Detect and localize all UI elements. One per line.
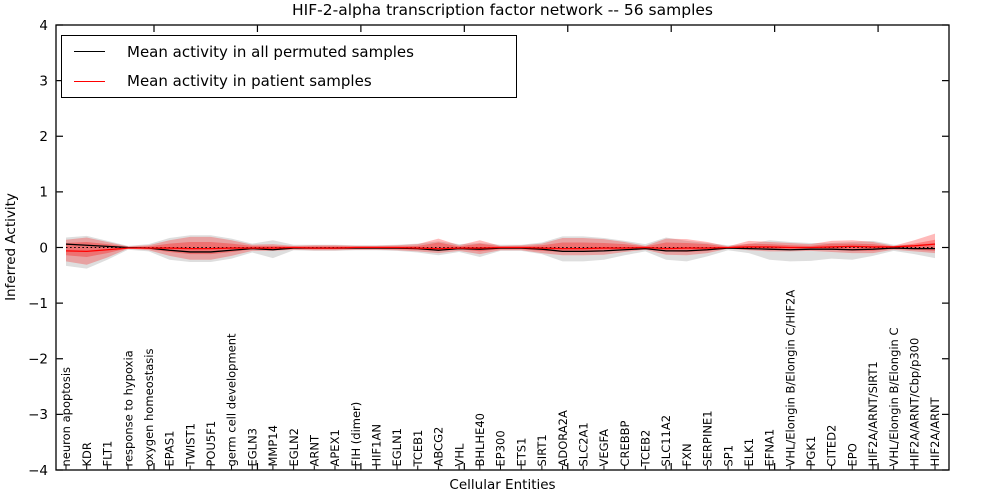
x-tick-label: EFNA1 (763, 429, 777, 467)
chart-title: HIF-2-alpha transcription factor network… (292, 1, 713, 19)
y-tick-label: 3 (39, 73, 48, 89)
x-tick-label: SP1 (721, 445, 735, 467)
patient-line-swatch (74, 80, 105, 82)
patient-mean-line (65, 243, 936, 253)
x-tick-label: POU5F1 (204, 421, 218, 467)
legend-item-permuted: Mean activity in all permuted samples (62, 38, 516, 65)
x-tick-label: HIF1AN (370, 424, 384, 466)
x-tick-label: germ cell development (225, 333, 239, 467)
y-tick-label: 2 (39, 129, 48, 145)
x-tick-label: FLT1 (101, 441, 115, 467)
x-tick-label: EPO (845, 443, 859, 466)
x-tick-label: APEX1 (328, 429, 342, 466)
x-tick-label: EGLN1 (390, 428, 404, 467)
x-tick-label: HIF2A/ARNT/Cbp/p300 (908, 338, 922, 467)
y-tick-label: −3 (28, 407, 48, 423)
y-axis-label: Inferred Activity (3, 193, 19, 301)
x-tick-label: EPAS1 (163, 431, 177, 467)
y-tick-label: 1 (39, 185, 48, 201)
x-tick-label: response to hypoxia (121, 350, 135, 466)
y-tick-label: 4 (39, 18, 48, 34)
x-tick-label: SLC11A2 (659, 415, 673, 467)
axes-border (55, 24, 950, 471)
x-tick-label: MMP14 (266, 425, 280, 466)
x-tick-label: CREBBP (618, 420, 632, 466)
legend-label-permuted: Mean activity in all permuted samples (127, 42, 414, 61)
x-tick-label: CITED2 (825, 425, 839, 467)
x-tick-label: EGLN3 (245, 428, 259, 467)
x-tick-label: FIH (dimer) (349, 402, 363, 467)
patient-sample-range-band (66, 233, 935, 265)
x-tick-label: BHLHE40 (473, 413, 487, 467)
x-tick-label: EP300 (494, 430, 508, 466)
x-tick-label: EGLN2 (287, 428, 301, 467)
x-tick-label: ARNT (307, 434, 321, 466)
x-tick-label: ABCG2 (432, 427, 446, 467)
x-tick-label: KDR (80, 442, 94, 466)
x-tick-label: oxygen homeostasis (142, 349, 156, 467)
x-tick-label: VHL (452, 443, 466, 467)
legend-item-patient: Mean activity in patient samples (62, 68, 516, 95)
y-tick-label: −4 (28, 463, 48, 479)
x-axis-label: Cellular Entities (449, 477, 556, 493)
x-tick-label: TWIST1 (183, 423, 197, 467)
y-tick-label: −2 (28, 352, 48, 368)
x-tick-label: VEGFA (597, 429, 611, 467)
y-tick-label: −1 (28, 296, 48, 312)
x-tick-label: ETS1 (514, 438, 528, 467)
legend-label-patient: Mean activity in patient samples (127, 72, 372, 91)
x-tick-label: FXN (680, 443, 694, 466)
x-tick-label: SIRT1 (535, 434, 549, 466)
permuted-line-swatch (74, 51, 105, 53)
x-tick-label: SERPINE1 (701, 410, 715, 466)
x-tick-label: VHL/Elongin B/Elongin C (887, 327, 901, 466)
x-tick-label: ADORA2A (556, 410, 570, 466)
x-tick-label: PGK1 (804, 436, 818, 467)
x-tick-label: ELK1 (742, 438, 756, 467)
y-tick-label: 0 (39, 240, 48, 256)
x-tick-label: SLC2A1 (576, 422, 590, 466)
permuted-sample-range-band (66, 235, 935, 269)
x-tick-label: TCEB1 (411, 430, 425, 468)
legend: Mean activity in all permuted samples Me… (61, 35, 517, 98)
x-tick-label: VHL/Elongin B/Elongin C/HIF2A (783, 290, 797, 467)
x-tick-label: HIF2A/ARNT (928, 396, 942, 466)
x-tick-label: TCEB2 (639, 430, 653, 468)
x-tick-label: HIF2A/ARNT/SIRT1 (866, 361, 880, 466)
x-tick-label: neuron apoptosis (59, 367, 73, 467)
